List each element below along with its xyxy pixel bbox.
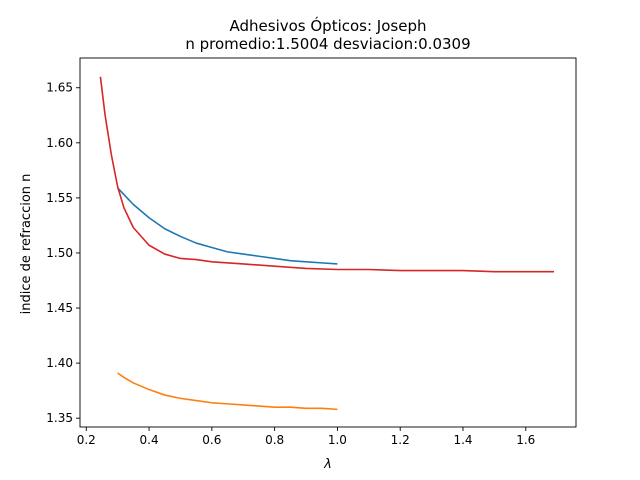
y-tick-label: 1.50 [46,246,73,260]
y-tick-label: 1.40 [46,356,73,370]
x-tick-label: 1.6 [516,433,535,447]
x-tick-label: 1.4 [453,433,472,447]
x-tick-label: 0.8 [265,433,284,447]
chart-subtitle: n promedio:1.5004 desviacion:0.0309 [185,35,470,53]
x-tick-label: 1.0 [328,433,347,447]
plot-area: 0.2 0.4 0.6 0.8 1.0 1.2 1.4 1.6 1.35 1.40 1.45 1.50… [46,57,577,447]
x-tick-label: 0.2 [77,433,96,447]
x-axis-label: λ [323,457,332,472]
y-axis-label: indice de refraccion n [19,174,34,315]
y-tick-label: 1.65 [46,81,73,95]
chart-title: Adhesivos Ópticos: Joseph [230,16,427,35]
x-tick-label: 0.6 [202,433,221,447]
y-tick-label: 1.60 [46,136,73,150]
series-line-3 [99,76,555,273]
y-tick-label: 1.35 [46,411,73,425]
y-tick-label: 1.55 [46,191,73,205]
series-line-1 [117,187,338,265]
y-tick-label: 1.45 [46,301,73,315]
x-tick-label: 1.2 [391,433,410,447]
axes-frame [79,57,577,428]
series-line-2 [117,372,338,411]
x-tick-label: 0.4 [140,433,159,447]
